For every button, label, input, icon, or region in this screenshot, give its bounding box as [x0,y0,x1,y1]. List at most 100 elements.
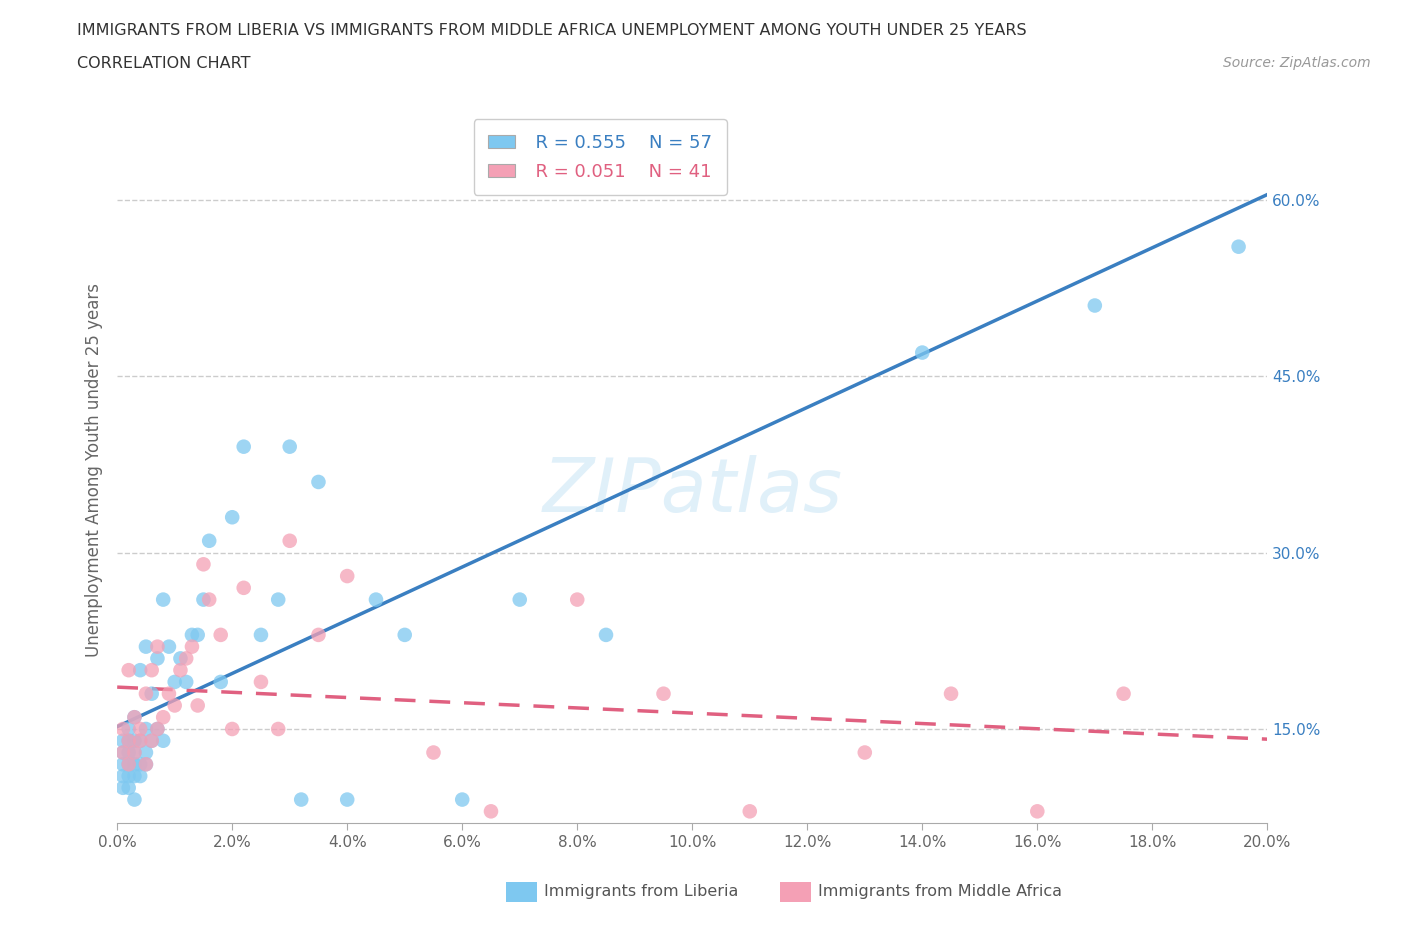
Point [250,628,273,643]
Point [118,780,141,795]
Point [163,674,186,689]
Point [509,592,531,607]
Text: Immigrants from Liberia: Immigrants from Liberia [544,884,738,899]
Point [124,745,146,760]
Text: Immigrants from Middle Africa: Immigrants from Middle Africa [818,884,1063,899]
Point [336,568,359,583]
Point [146,639,169,654]
Point [129,734,152,749]
Point [146,651,169,666]
Point [157,639,180,654]
Point [118,734,141,749]
Text: Source: ZipAtlas.com: Source: ZipAtlas.com [1223,56,1371,70]
Point [198,592,221,607]
Point [187,628,209,643]
Point [135,722,157,737]
Point [1084,299,1107,313]
Point [129,734,152,749]
Point [111,757,134,772]
Point [141,734,163,749]
Point [152,592,174,607]
Point [118,757,141,772]
Point [595,628,617,643]
Point [422,745,444,760]
Point [169,651,191,666]
Point [1112,686,1135,701]
FancyBboxPatch shape [506,882,537,902]
Point [308,474,330,489]
Point [336,792,359,807]
Y-axis label: Unemployment Among Youth under 25 years: Unemployment Among Youth under 25 years [86,284,103,658]
Point [652,686,675,701]
Point [911,345,934,360]
Point [267,592,290,607]
Point [118,745,141,760]
Point [1026,804,1049,818]
Point [1227,239,1250,254]
Point [124,745,146,760]
Point [129,757,152,772]
Point [118,663,141,678]
Point [290,792,312,807]
Point [141,734,163,749]
Point [111,722,134,737]
Point [118,722,141,737]
Point [135,757,157,772]
Point [118,757,141,772]
Point [111,768,134,783]
Point [124,792,146,807]
Point [451,792,474,807]
Point [738,804,761,818]
Point [135,757,157,772]
Point [174,651,197,666]
Point [124,710,146,724]
Point [232,439,254,454]
Point [221,510,243,525]
Point [111,745,134,760]
Point [141,686,163,701]
Point [135,686,157,701]
Point [135,639,157,654]
Point [169,663,191,678]
Point [193,557,215,572]
Point [181,639,204,654]
Point [250,674,273,689]
Point [209,674,232,689]
Point [141,663,163,678]
Point [267,722,290,737]
Point [278,533,301,548]
Point [193,592,215,607]
Point [129,722,152,737]
Point [135,745,157,760]
Point [174,674,197,689]
Text: ZIPatlas: ZIPatlas [543,456,842,527]
Point [111,734,134,749]
Point [146,722,169,737]
Point [278,439,301,454]
Point [152,734,174,749]
Point [209,628,232,643]
FancyBboxPatch shape [780,882,811,902]
Point [124,757,146,772]
Point [118,768,141,783]
Text: IMMIGRANTS FROM LIBERIA VS IMMIGRANTS FROM MIDDLE AFRICA UNEMPLOYMENT AMONG YOUT: IMMIGRANTS FROM LIBERIA VS IMMIGRANTS FR… [77,23,1026,38]
Point [146,722,169,737]
Point [567,592,589,607]
Point [681,157,703,172]
Point [111,780,134,795]
Point [232,580,254,595]
Point [853,745,876,760]
Point [124,710,146,724]
Point [157,686,180,701]
Point [111,745,134,760]
Point [118,734,141,749]
Point [939,686,962,701]
Point [394,628,416,643]
Point [479,804,502,818]
Point [124,768,146,783]
Point [198,533,221,548]
Point [152,710,174,724]
Text: CORRELATION CHART: CORRELATION CHART [77,56,250,71]
Point [187,698,209,713]
Point [129,768,152,783]
